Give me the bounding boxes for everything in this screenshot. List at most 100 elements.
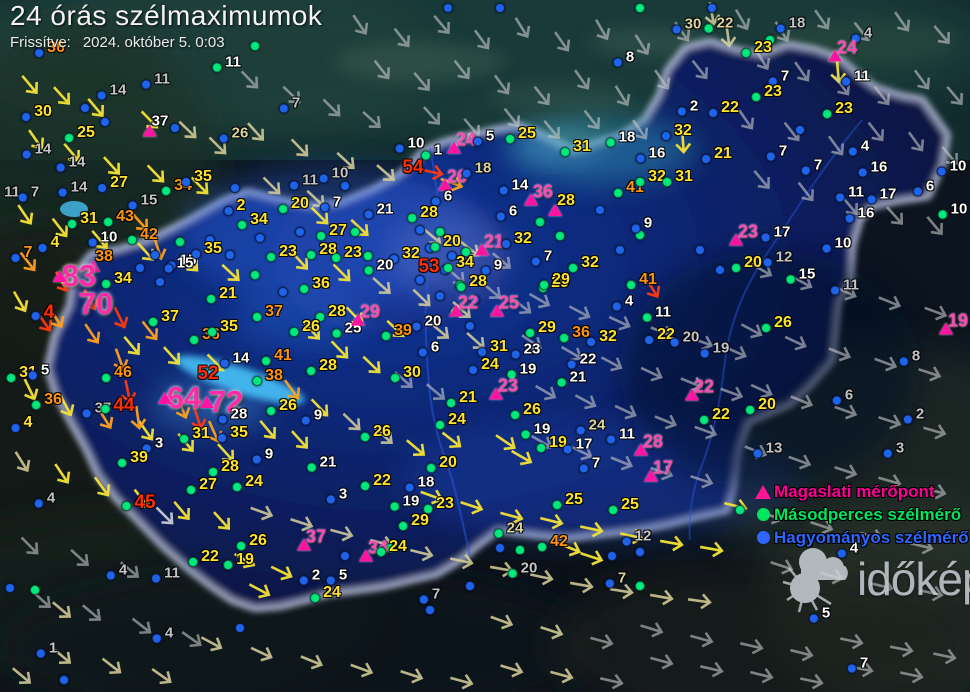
wind-arrow: [543, 119, 560, 140]
station-value: 24: [468, 356, 499, 375]
station-value: 34: [237, 211, 268, 230]
sonic-station-marker: [785, 274, 796, 285]
wind-arrow: [797, 181, 815, 202]
wind-arrow: [113, 348, 129, 372]
sonic-station-marker: [64, 133, 75, 143]
standard-station-marker: [821, 243, 832, 254]
station-value: 9: [630, 215, 652, 234]
sonic-station-marker: [525, 328, 536, 338]
sonic-station-marker: [608, 505, 619, 515]
sonic-station-marker: [101, 279, 112, 289]
wind-arrow: [362, 355, 381, 374]
station-value: 39: [117, 449, 148, 468]
mountain-station-marker: [86, 260, 101, 272]
mountain-station-marker: [350, 313, 365, 326]
station-value: 27: [186, 476, 217, 495]
standard-station-marker: [612, 57, 623, 68]
wind-arrow: [300, 654, 324, 670]
standard-station-marker: [752, 448, 763, 459]
sonic-station-marker: [539, 280, 550, 290]
standard-station-marker: [669, 337, 680, 348]
wind-arrow: [500, 509, 524, 525]
wind-arrow: [533, 85, 551, 106]
wind-arrow: [738, 109, 755, 130]
sonic-station-marker: [745, 405, 756, 415]
sonic-station-marker: [435, 420, 446, 430]
standard-station-marker: [836, 548, 847, 559]
wind-arrow: [560, 345, 583, 362]
standard-station-marker: [644, 335, 655, 345]
wind-arrow: [923, 424, 947, 440]
wind-arrow: [932, 648, 957, 665]
station-value: 2: [902, 406, 924, 425]
wind-arrow: [233, 552, 256, 569]
standard-station-marker: [105, 570, 116, 581]
sonic-station-marker: [568, 263, 579, 273]
sonic-station-marker: [179, 434, 190, 444]
station-value: 12: [762, 249, 792, 268]
wind-arrow: [569, 577, 594, 594]
mountain-station-marker: [296, 538, 311, 551]
station-value: 11: [642, 304, 671, 323]
sonic-station-marker: [635, 3, 645, 13]
wind-arrow: [51, 647, 72, 664]
standard-station-marker: [510, 349, 521, 360]
station-value: 10: [936, 158, 966, 177]
station-value: 24: [827, 38, 857, 62]
sonic-station-marker: [390, 373, 401, 383]
sonic-station-marker: [407, 213, 418, 223]
standard-station-marker: [701, 154, 712, 164]
standard-station-marker: [795, 125, 805, 135]
standard-station-marker: [477, 347, 488, 357]
standard-station-marker: [912, 186, 923, 197]
sonic-station-marker: [605, 137, 616, 148]
wind-arrow: [84, 323, 101, 344]
sonic-station-marker: [212, 62, 223, 73]
station-value: 39: [381, 322, 412, 341]
sonic-station-marker: [306, 462, 317, 473]
station-value: 31: [179, 425, 210, 444]
standard-station-marker: [150, 250, 160, 260]
station-value: 41: [626, 271, 657, 290]
wind-arrow: [70, 549, 89, 567]
station-value: 10: [937, 201, 967, 220]
wind-arrow: [540, 624, 564, 640]
wind-arrow: [393, 27, 411, 48]
station-value: 11: [212, 54, 241, 73]
wind-arrow: [441, 431, 462, 449]
station-value: 42: [537, 533, 568, 552]
station-value: 20: [430, 233, 461, 252]
station-value: 22: [360, 472, 391, 491]
wind-arrow: [654, 414, 678, 430]
station-value: 7: [578, 455, 600, 474]
wind-arrow: [352, 14, 369, 35]
station-value: 21: [701, 145, 732, 164]
station-value: 6: [417, 339, 439, 358]
wind-arrow: [93, 476, 111, 497]
station-value: 42: [127, 226, 158, 245]
standard-station-marker: [630, 223, 641, 234]
station-value: 43: [103, 208, 134, 227]
standard-station-marker: [775, 23, 786, 34]
wind-arrow: [19, 251, 37, 272]
wind-arrow: [579, 521, 604, 538]
station-value: 11: [835, 184, 864, 203]
station-value: 7: [17, 184, 39, 203]
standard-station-marker: [472, 136, 483, 147]
station-value: 20: [669, 329, 699, 348]
wind-arrow: [790, 394, 814, 410]
wind-arrow: [511, 297, 532, 315]
mountain-station-marker: [728, 233, 743, 246]
wind-arrow: [200, 636, 223, 652]
standard-station-marker: [707, 3, 717, 13]
standard-station-marker: [34, 48, 45, 58]
standard-station-marker: [562, 444, 573, 455]
standard-station-marker: [635, 547, 645, 557]
station-value: 37: [252, 303, 283, 322]
sonic-station-marker: [556, 377, 567, 388]
idokep-logo-text: időkép: [857, 553, 970, 605]
station-value: 19: [536, 434, 567, 453]
standard-station-marker: [298, 575, 309, 586]
sonic-station-marker: [635, 177, 646, 187]
station-value: 10: [318, 165, 348, 184]
